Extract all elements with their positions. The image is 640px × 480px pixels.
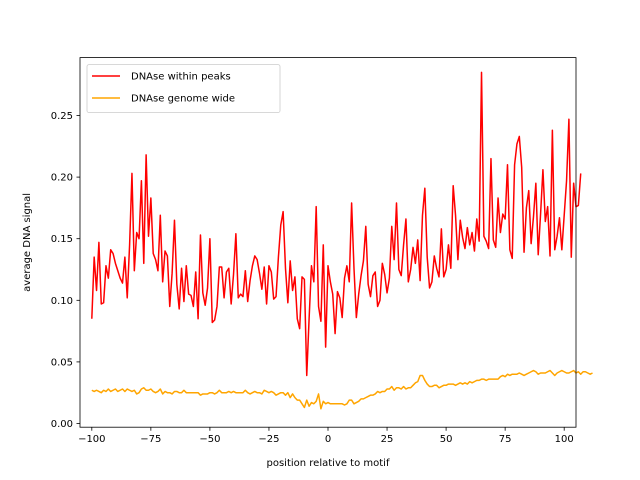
series-layer (91, 71, 593, 410)
legend-box (86, 64, 281, 113)
y-axis-ticks: 0.00 0.05 0.10 0.15 0.20 0.25 (51, 111, 80, 430)
y-tick-label: 0.05 (51, 357, 73, 368)
y-tick-label: 0.15 (51, 234, 73, 245)
y-axis-label: average DNA signal (22, 193, 33, 292)
x-tick-label: −75 (140, 434, 161, 445)
x-tick-label: −25 (258, 434, 279, 445)
x-axis-ticks: −100 −75 −50 −25 0 25 50 75 100 (78, 427, 574, 445)
x-tick-label: 25 (381, 434, 394, 445)
plot-area (80, 57, 576, 428)
y-tick-label: 0.25 (51, 111, 73, 122)
x-axis-label: position relative to motif (267, 458, 390, 469)
series-line-genome-wide (91, 369, 593, 410)
x-tick-label: −100 (78, 434, 105, 445)
x-tick-label: 75 (499, 434, 512, 445)
series-line-within-peaks (91, 71, 582, 377)
legend: DNAse within peaks DNAse genome wide (86, 64, 281, 113)
y-tick-label: 0.10 (51, 296, 73, 307)
x-tick-label: −50 (199, 434, 220, 445)
y-tick-label: 0.00 (51, 419, 73, 430)
y-tick-label: 0.20 (51, 173, 73, 184)
x-tick-label: 0 (325, 434, 331, 445)
x-tick-label: 100 (555, 434, 574, 445)
legend-label-genome-wide: DNAse genome wide (131, 94, 235, 105)
x-tick-label: 50 (440, 434, 453, 445)
legend-label-within-peaks: DNAse within peaks (131, 72, 231, 83)
